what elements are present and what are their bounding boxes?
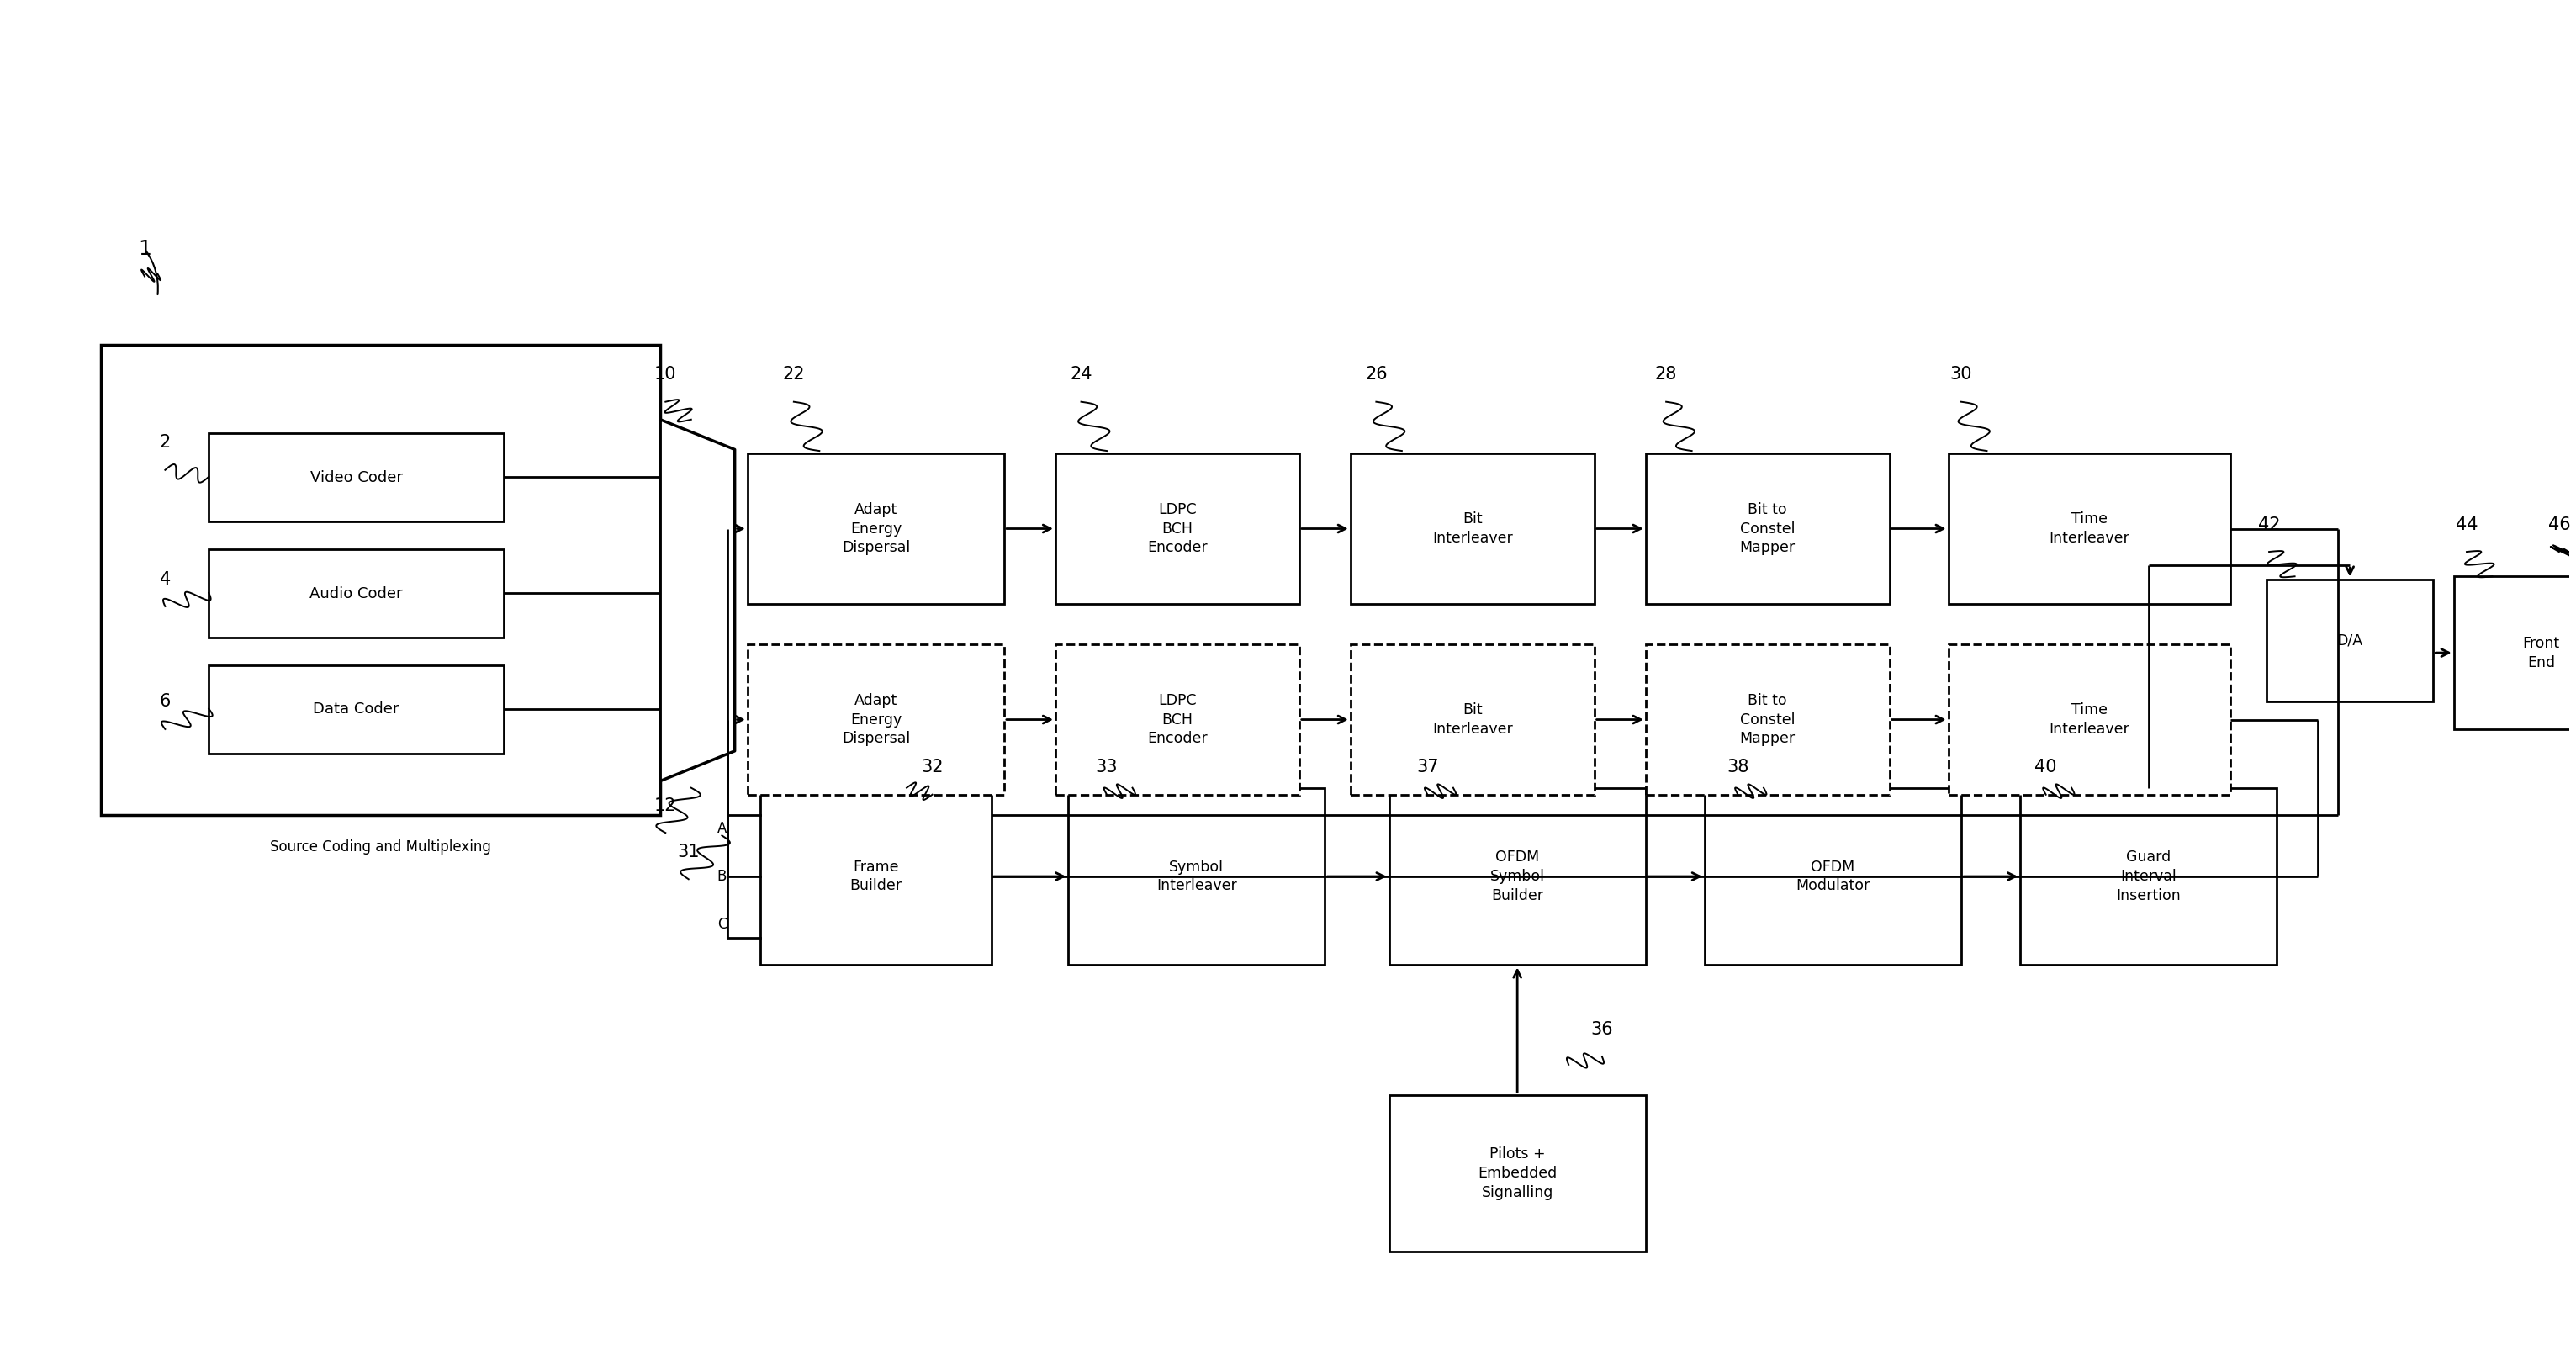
Text: 42: 42 [2259, 515, 2280, 533]
Bar [1350, 454, 1595, 603]
Bar [1947, 644, 2231, 795]
Text: Frame
Builder: Frame Builder [850, 860, 902, 894]
Text: 37: 37 [1417, 760, 1437, 776]
Text: Time
Interleaver: Time Interleaver [2050, 511, 2130, 546]
Text: 40: 40 [2035, 760, 2058, 776]
Text: 2: 2 [160, 435, 170, 451]
Text: OFDM
Modulator: OFDM Modulator [1795, 860, 1870, 894]
Text: Time
Interleaver: Time Interleaver [2050, 702, 2130, 736]
Bar [747, 454, 1005, 603]
Bar [209, 433, 505, 522]
Text: Front
End: Front End [2522, 636, 2561, 670]
Bar [1646, 454, 1888, 603]
Text: D/A: D/A [2336, 633, 2362, 648]
Text: Source Coding and Multiplexing: Source Coding and Multiplexing [270, 839, 492, 854]
Bar [1056, 644, 1298, 795]
Text: 30: 30 [1950, 366, 1973, 383]
Text: 22: 22 [783, 366, 804, 383]
Text: Bit to
Constel
Mapper: Bit to Constel Mapper [1739, 692, 1795, 746]
Bar [1947, 454, 2231, 603]
Text: 33: 33 [1095, 760, 1118, 776]
Text: Audio Coder: Audio Coder [309, 585, 402, 600]
Bar [2267, 579, 2434, 702]
Text: B: B [716, 869, 726, 884]
Text: 24: 24 [1069, 366, 1092, 383]
Bar [100, 344, 659, 816]
Text: Bit to
Constel
Mapper: Bit to Constel Mapper [1739, 502, 1795, 555]
Text: Adapt
Energy
Dispersal: Adapt Energy Dispersal [842, 692, 909, 746]
Bar [1646, 644, 1888, 795]
Bar [2455, 576, 2576, 729]
Bar [1705, 788, 1960, 965]
Bar [1069, 788, 1324, 965]
Text: Symbol
Interleaver: Symbol Interleaver [1157, 860, 1236, 894]
Bar [747, 644, 1005, 795]
Text: Adapt
Energy
Dispersal: Adapt Energy Dispersal [842, 502, 909, 555]
Bar [209, 550, 505, 638]
Text: 44: 44 [2455, 515, 2478, 533]
Text: 10: 10 [654, 366, 677, 383]
Text: 26: 26 [1365, 366, 1388, 383]
Text: 38: 38 [1726, 760, 1749, 776]
Bar [1388, 788, 1646, 965]
Text: 31: 31 [677, 843, 701, 861]
Text: Pilots +
Embedded
Signalling: Pilots + Embedded Signalling [1479, 1146, 1556, 1200]
Bar [1350, 644, 1595, 795]
Text: 4: 4 [160, 570, 170, 588]
Text: 12: 12 [654, 797, 677, 814]
Bar [209, 665, 505, 754]
Text: LDPC
BCH
Encoder: LDPC BCH Encoder [1146, 502, 1208, 555]
Bar [2020, 788, 2277, 965]
Text: LDPC
BCH
Encoder: LDPC BCH Encoder [1146, 692, 1208, 746]
Text: Data Coder: Data Coder [314, 702, 399, 717]
Bar [1388, 1094, 1646, 1252]
Text: Bit
Interleaver: Bit Interleaver [1432, 702, 1512, 736]
Bar [1056, 454, 1298, 603]
Text: 46: 46 [2548, 515, 2571, 533]
Bar [760, 788, 992, 965]
Text: Video Coder: Video Coder [309, 470, 402, 485]
Text: 32: 32 [922, 760, 943, 776]
Text: OFDM
Symbol
Builder: OFDM Symbol Builder [1489, 850, 1546, 903]
Text: Bit
Interleaver: Bit Interleaver [1432, 511, 1512, 546]
Text: A: A [716, 821, 726, 836]
Text: 36: 36 [1592, 1021, 1613, 1038]
Text: C: C [716, 917, 726, 932]
Polygon shape [659, 420, 734, 781]
Text: Guard
Interval
Insertion: Guard Interval Insertion [2117, 850, 2182, 903]
Text: 1: 1 [139, 239, 152, 259]
Text: 28: 28 [1654, 366, 1677, 383]
Text: 6: 6 [160, 694, 170, 710]
